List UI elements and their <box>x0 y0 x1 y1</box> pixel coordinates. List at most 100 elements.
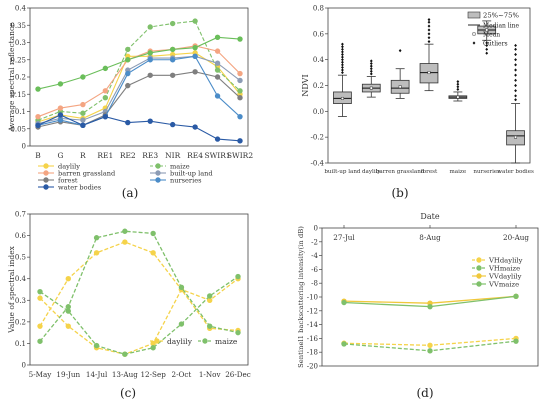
legend-label-d: VHdaylily <box>488 257 523 265</box>
mean-marker-b <box>340 96 344 100</box>
series-line-a <box>37 114 241 142</box>
x-tick-label-a: RE2 <box>120 151 136 160</box>
y-tick-label-c: 0.2 <box>15 318 26 326</box>
data-point-a <box>35 122 41 129</box>
plot-frame-c <box>29 213 249 366</box>
x-tick-label-c: 2-Oct <box>172 370 192 379</box>
y-tick-label-a: 0.15 <box>10 91 26 99</box>
outlier-point-b <box>341 47 344 51</box>
y-tick-label-d: -20 <box>307 363 318 371</box>
x-tick-label-a: R <box>80 151 86 160</box>
data-point-a <box>192 18 198 24</box>
data-point-a <box>125 57 131 63</box>
data-point-c <box>150 250 156 256</box>
outlier-point-b <box>514 52 517 57</box>
data-point-a <box>192 69 198 75</box>
data-point-a <box>237 138 243 144</box>
data-point-a <box>80 110 86 116</box>
outlier-point-b <box>341 63 344 67</box>
x-tick-label-c: 14-Jul <box>86 370 108 379</box>
legend-marker-d <box>476 281 482 287</box>
outlier-point-b <box>341 45 344 49</box>
data-point-a <box>102 65 109 72</box>
y-tick-label-a: 0 <box>22 143 26 151</box>
data-point-c <box>207 323 213 329</box>
outlier-point-b <box>456 80 460 84</box>
x-tick-label-c: 1-Nov <box>199 370 222 379</box>
y-tick-label-a: 0.3 <box>15 39 26 47</box>
x-tick-label-d: 20-Aug <box>503 233 529 242</box>
data-point-c <box>122 239 128 245</box>
outlier-point-b <box>341 55 344 59</box>
data-point-a <box>147 57 153 63</box>
mean-marker-b <box>427 71 431 75</box>
panel-d-label: (d) <box>416 386 433 400</box>
data-point-a <box>125 46 131 53</box>
series-line-a <box>37 55 241 125</box>
panel-c-spectral-index: 0 0.1 0.2 0.3 0.4 0.5 0.6 0.7 5-May 19-Jun 14-Jul 1… <box>7 211 251 380</box>
data-point-a <box>214 34 221 41</box>
legend-swatch-outlier-b <box>472 41 476 45</box>
outlier-point-b <box>514 83 517 88</box>
data-point-c <box>150 345 156 351</box>
y-tick-label-b: -0.2 <box>311 134 325 142</box>
data-point-a <box>237 36 243 42</box>
x-tick-label-c: 5-May <box>29 370 53 379</box>
data-point-a <box>102 95 109 101</box>
data-point-c <box>65 323 71 329</box>
data-point-c <box>65 308 71 314</box>
data-point-a <box>147 50 153 56</box>
y-tick-label-c: 0.1 <box>15 340 26 348</box>
outlier-point-b <box>456 85 460 89</box>
y-tick-label-d: 0 <box>314 225 318 233</box>
outlier-point-b <box>369 72 373 76</box>
x-tick-label-a: RE3 <box>142 151 158 160</box>
x-tick-label-b: daylily <box>362 169 381 175</box>
outlier-point-b <box>514 94 517 98</box>
outlier-point-b <box>427 36 431 40</box>
outlier-point-b <box>341 65 344 70</box>
x-tick-label-a: B <box>35 151 41 160</box>
data-point-a <box>125 119 131 126</box>
data-point-a <box>214 67 221 73</box>
outlier-point-b <box>514 63 517 67</box>
series-line-a <box>37 45 241 118</box>
data-point-c <box>178 321 185 327</box>
data-point-a <box>169 121 176 128</box>
data-point-a <box>57 112 64 118</box>
outlier-point-b <box>514 78 517 82</box>
data-point-c <box>235 273 241 280</box>
legend-label-c: daylily <box>167 337 193 346</box>
x-tick-label-a: SWIR2 <box>227 151 253 160</box>
panel-a-label: (a) <box>122 186 139 200</box>
y-tick-label-b: -0.4 <box>311 160 325 168</box>
data-point-c <box>65 276 71 282</box>
data-point-a <box>147 118 153 124</box>
data-point-a <box>192 53 198 59</box>
legend-label-median-b: Median line <box>483 23 520 30</box>
legend-label-c: maize <box>215 337 238 346</box>
outlier-point-b <box>369 69 373 73</box>
legend-label-a: maize <box>170 163 190 171</box>
data-point-c <box>93 342 100 349</box>
y-tick-label-b: 0.8 <box>313 5 324 13</box>
data-point-c <box>235 329 241 336</box>
outlier-point-b <box>398 49 402 53</box>
x-tick-label-d: 27-Jul <box>333 233 355 242</box>
panel-b-ndvi-boxplot: -0.4 -0.2 0.0 0.2 0.4 0.6 0.8 built-up land dayl… <box>301 5 534 176</box>
y-tick-label-b: 0.6 <box>313 30 325 38</box>
y-tick-label-a: 0.05 <box>10 125 26 133</box>
data-point-c <box>37 323 43 329</box>
y-tick-label-c: 0.6 <box>15 232 27 240</box>
outlier-point-b <box>427 28 431 32</box>
outlier-point-b <box>427 20 431 24</box>
x-tick-label-b: built-up land <box>324 169 361 175</box>
data-point-a <box>147 72 153 78</box>
outlier-point-b <box>456 82 460 86</box>
y-tick-label-a: 0.4 <box>15 5 27 13</box>
y-tick-label-d: -8 <box>311 280 318 288</box>
legend-marker-c <box>154 338 160 344</box>
x-tick-label-a: SWIR1 <box>204 151 230 160</box>
legend-label-a: daylily <box>58 163 80 171</box>
legend-swatch-mean-b <box>472 32 476 36</box>
